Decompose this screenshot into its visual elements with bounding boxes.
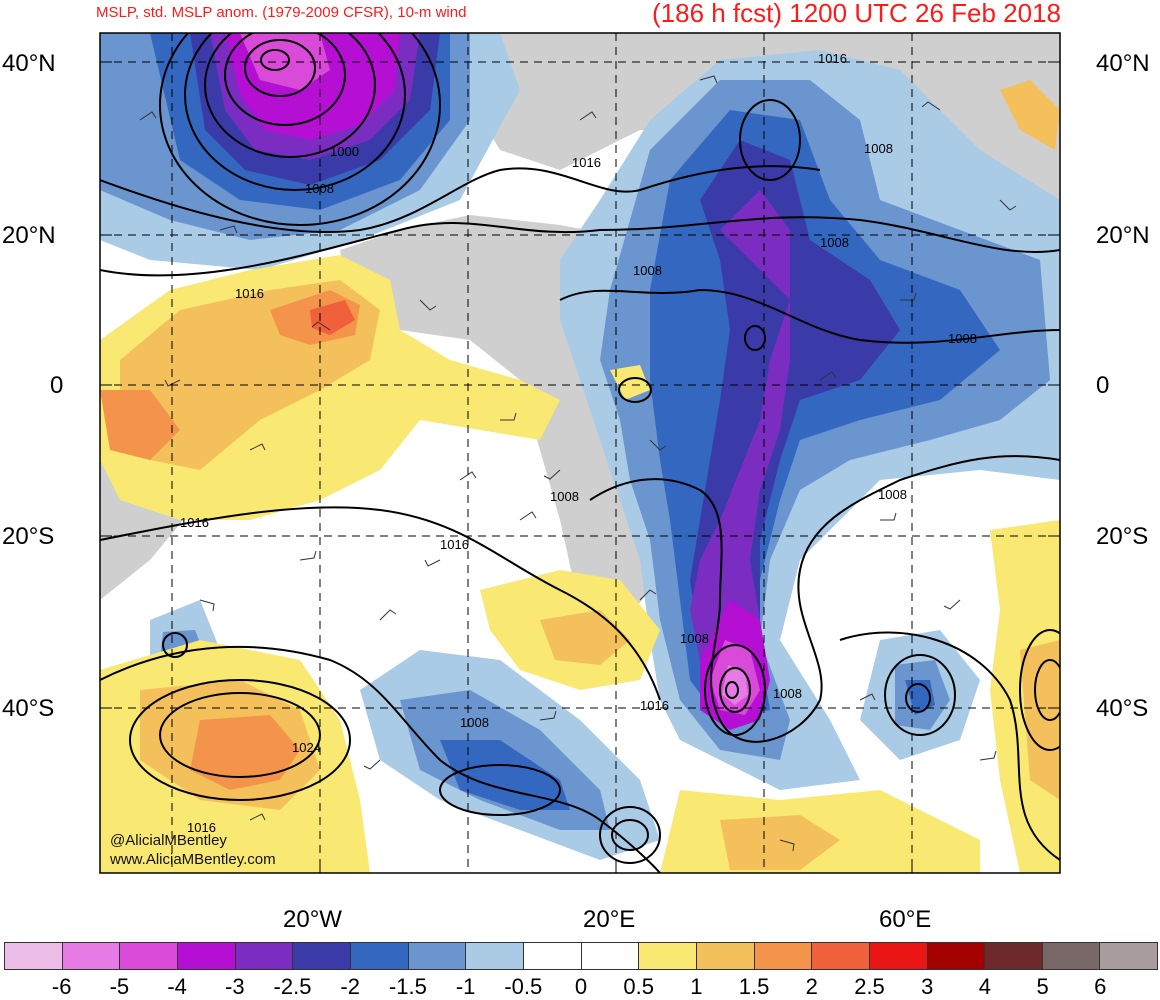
colorbar-swatch	[639, 943, 697, 969]
colorbar-swatch	[1042, 943, 1101, 969]
colorbar-swatch	[466, 943, 524, 969]
colorbar-swatch	[293, 943, 351, 969]
forecast-map: 1000 1008 1016 1016 1008 1008 1008 1016 …	[99, 32, 1061, 874]
colorbar-swatch	[5, 943, 63, 969]
lat-label-left: 40°S	[2, 695, 55, 722]
colorbar-swatch	[985, 943, 1043, 969]
colorbar-tick-label: 6	[1094, 974, 1107, 999]
isobar-label: 1016	[440, 537, 469, 552]
colorbar-swatch	[754, 943, 813, 969]
positive-anomaly-shading	[100, 80, 1060, 873]
colorbar-swatch	[62, 943, 121, 969]
lat-label-right: 20°S	[1096, 523, 1149, 550]
colorbar-swatch	[523, 943, 582, 969]
colorbar-tick-label: 4	[978, 974, 992, 999]
isobar-label: 1000	[330, 144, 359, 159]
isobar-label: 1016	[235, 286, 264, 301]
wind-barbs	[139, 75, 1017, 852]
isobar-label: 1008	[878, 487, 907, 502]
isobar-label: 1008	[633, 263, 662, 278]
colorbar-tick-label: -6	[51, 974, 72, 999]
anomaly-colorbar	[4, 942, 1158, 970]
lat-label-left: 40°N	[2, 50, 56, 77]
lon-label: 20°W	[283, 906, 342, 933]
map-title: (186 h fcst) 1200 UTC 26 Feb 2018	[651, 0, 1061, 28]
colorbar-swatch	[408, 943, 467, 969]
colorbar-swatch	[581, 943, 640, 969]
isobar-label: 1008	[550, 489, 579, 504]
colorbar-swatch	[1100, 943, 1158, 969]
colorbar-swatch	[869, 943, 928, 969]
lat-label-right: 20°N	[1096, 222, 1150, 249]
colorbar-tick-label: 5	[1036, 974, 1049, 999]
colorbar-tick-label: 2	[805, 974, 818, 999]
colorbar-tick-label: 1.5	[738, 974, 770, 999]
colorbar-tick-label: 0.5	[623, 974, 654, 999]
isobar-contours	[100, 33, 1060, 873]
colorbar-swatch	[696, 943, 755, 969]
colorbar-tick-label: -5	[109, 974, 130, 999]
isobar-label: 1024	[292, 740, 321, 755]
isobar-label: 1016	[572, 155, 601, 170]
colorbar-tick-label: 1	[690, 974, 703, 999]
colorbar-swatch	[235, 943, 294, 969]
lon-label: 60°E	[879, 906, 932, 933]
lat-label-right: 0	[1096, 372, 1110, 399]
isobar-label: 1008	[773, 686, 802, 701]
isobar-label: 1008	[305, 181, 334, 196]
colorbar-swatch	[177, 943, 236, 969]
colorbar-tick-label: 3	[921, 974, 934, 999]
colorbar-tick-label: 2.5	[854, 974, 885, 999]
isobar-label: 1008	[460, 715, 489, 730]
isobar-label: 1016	[187, 820, 216, 835]
lat-label-right: 40°N	[1096, 50, 1150, 77]
colorbar-tick-label: -2.5	[273, 974, 312, 999]
colorbar-tick-label: -2	[340, 974, 360, 999]
map-frame	[99, 32, 1061, 874]
frame-ticks	[100, 61, 1060, 873]
isobar-label: 1008	[948, 331, 977, 346]
colorbar-tick-label: -3	[225, 974, 245, 999]
credit-twitter: @AlicialMBentley	[110, 832, 227, 849]
isobar-label: 1016	[180, 515, 209, 530]
isobar-label: 1008	[680, 631, 709, 646]
graticule	[100, 33, 1060, 873]
colorbar-tick-label: -4	[167, 974, 187, 999]
lon-label: 20°E	[583, 906, 636, 933]
colorbar-tick-label: -1.5	[388, 974, 427, 999]
colorbar-swatch	[927, 943, 986, 969]
map-subtitle: MSLP, std. MSLP anom. (1979-2009 CFSR), …	[96, 4, 467, 21]
lat-label-left: 20°N	[2, 222, 56, 249]
colorbar-tick-label: -1	[455, 974, 476, 999]
credit-website: www.AliciaMBentley.com	[110, 851, 276, 868]
lat-label-right: 40°S	[1096, 695, 1149, 722]
isobar-label: 1016	[640, 698, 669, 713]
lat-label-left: 20°S	[2, 523, 55, 550]
isobar-label: 1008	[820, 235, 849, 250]
colorbar-tick-label: -0.5	[504, 974, 543, 999]
negative-anomaly-shading	[100, 33, 1060, 860]
colorbar-swatch	[120, 943, 178, 969]
colorbar-swatch	[812, 943, 870, 969]
isobar-label: 1008	[864, 141, 893, 156]
colorbar-swatch	[350, 943, 409, 969]
colorbar-tick-label: 0	[574, 974, 588, 999]
isobar-label: 1016	[818, 51, 847, 66]
lat-label-left: 0	[50, 372, 64, 399]
